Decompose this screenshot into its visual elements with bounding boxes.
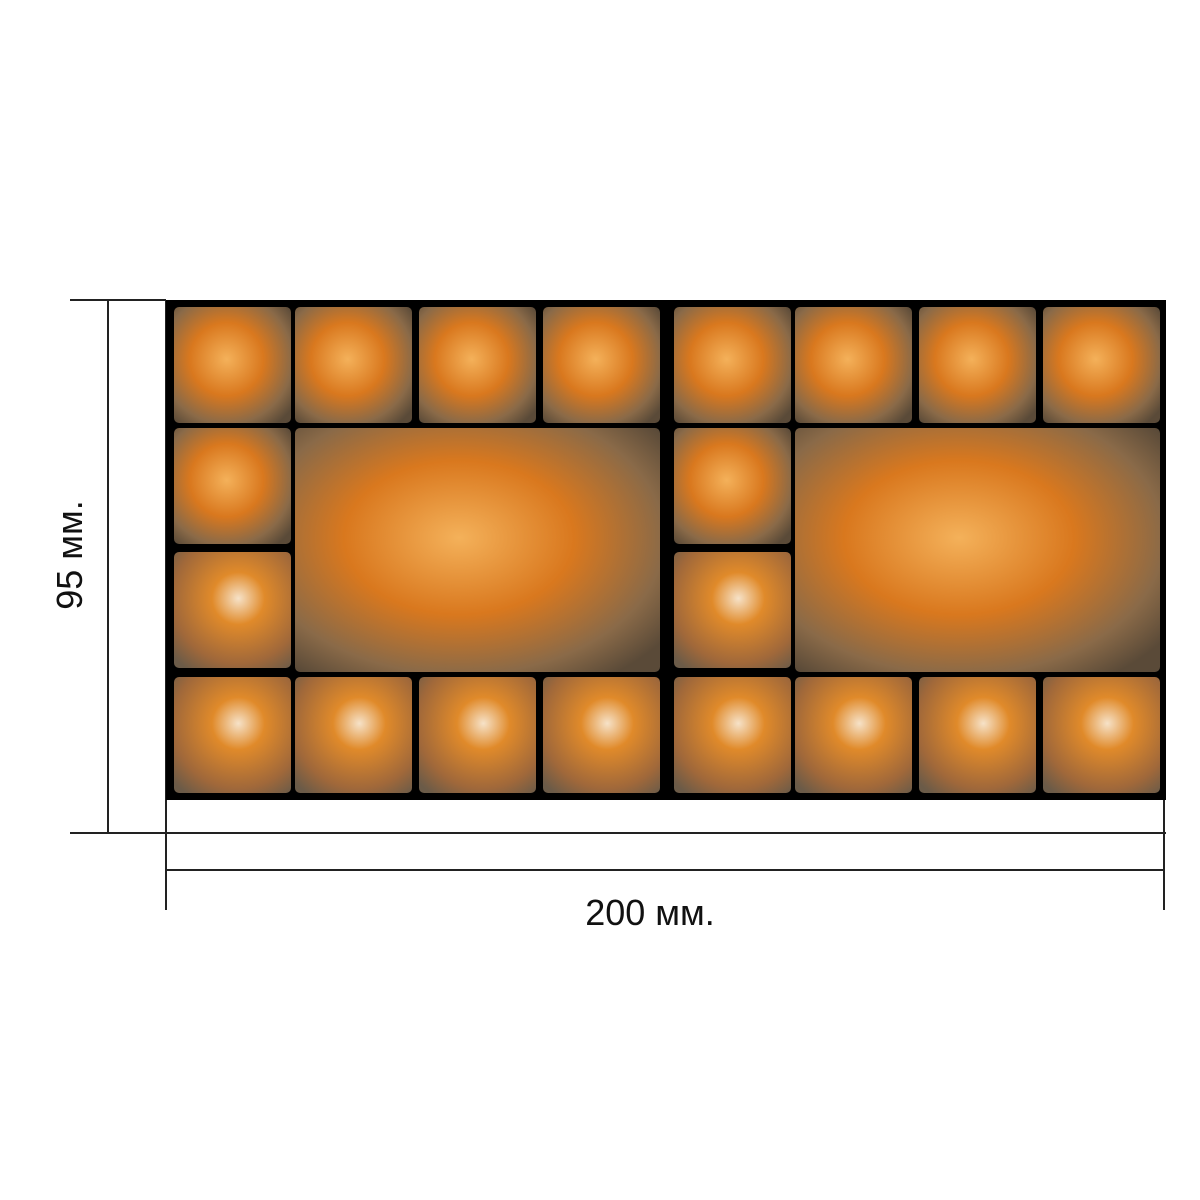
photo-tile [419,307,536,423]
photo-tile [174,307,291,423]
photo-tile [295,677,412,793]
photo-tile [174,428,291,544]
photo-tile [543,307,660,423]
photo-tile [174,552,291,668]
photo-tile [295,307,412,423]
photo-tile [295,428,660,672]
photo-tile [795,677,912,793]
photo-tile [1043,677,1160,793]
photo-tile [1043,307,1160,423]
photo-tile [674,307,791,423]
photo-tile [795,307,912,423]
photo-tile [919,677,1036,793]
photo-tile [919,307,1036,423]
photo-tile [674,428,791,544]
photo-tile [419,677,536,793]
width-label: 200 мм. [585,892,715,933]
photo-tile [174,677,291,793]
photo-tile [674,677,791,793]
collage [174,307,1160,793]
photo-tile [674,552,791,668]
photo-tile [795,428,1160,672]
photo-tile [543,677,660,793]
height-label: 95 мм. [49,500,90,610]
